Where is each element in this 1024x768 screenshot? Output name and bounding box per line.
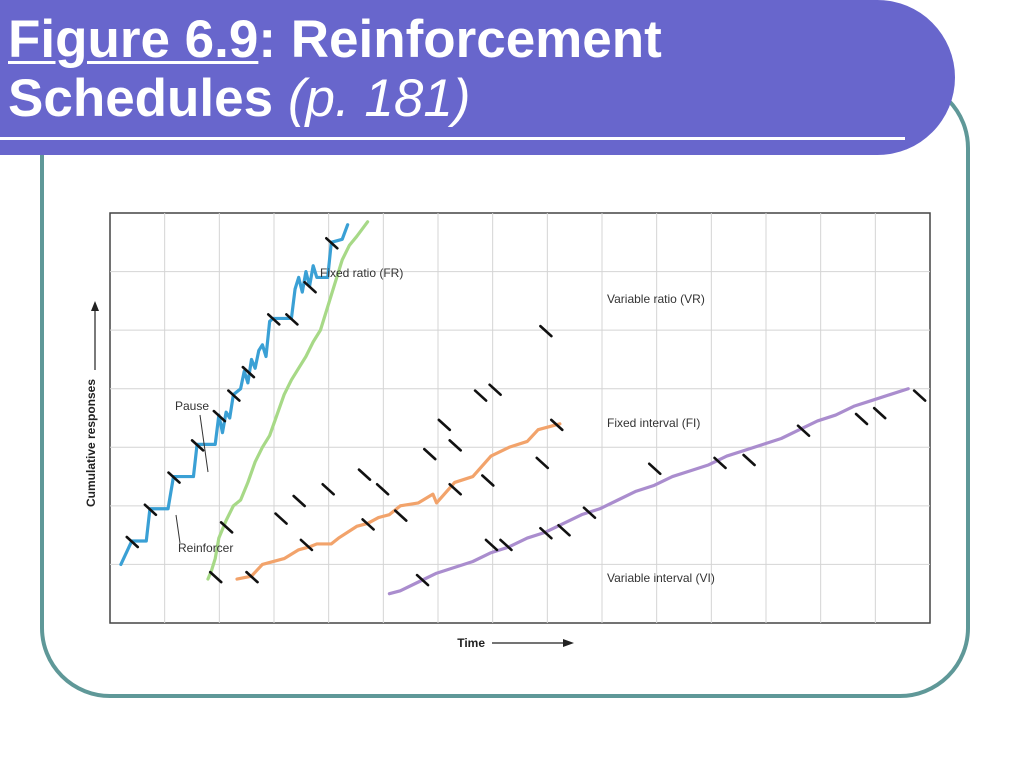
series-label-fi: Fixed interval (FI) — [607, 416, 700, 430]
reinforcer-mark — [321, 482, 335, 496]
reinforcer-mark — [375, 482, 390, 496]
reinforcer-mark — [473, 389, 488, 402]
title-figure-link[interactable]: Figure 6.9 — [8, 10, 259, 69]
annotation-reinforcer: Reinforcer — [178, 541, 233, 555]
title-rest: : Reinforcement — [258, 10, 662, 69]
y-axis-label: Cumulative responses — [84, 379, 98, 507]
reinforcer-mark — [539, 324, 553, 338]
reinforcer-mark — [535, 456, 550, 470]
series-label-fr: Fixed ratio (FR) — [320, 266, 403, 280]
reinforcer-mark — [539, 526, 553, 540]
reinforcer-mark — [647, 462, 662, 476]
reinforcer-mark — [415, 573, 430, 587]
reinforcer-mark — [796, 424, 811, 438]
reinforcer-mark — [912, 389, 927, 402]
reinforcer-mark — [557, 523, 571, 537]
title-page: p. 181 — [305, 69, 453, 128]
reinforcer-mark — [125, 535, 140, 549]
reinforcer-mark — [285, 313, 299, 326]
reinforcer-mark — [481, 474, 495, 487]
reinforcer-mark — [422, 447, 437, 461]
reinforcer-mark — [274, 512, 288, 525]
reinforcer-mark — [393, 509, 408, 522]
series-line-1 — [206, 220, 370, 581]
reinforcer-mark — [854, 412, 869, 426]
reinforcer-mark — [208, 570, 223, 584]
x-axis-label: Time — [457, 636, 485, 650]
reinforcer-mark — [303, 280, 317, 294]
reinforcer-mark — [212, 409, 227, 423]
series-layer — [119, 220, 910, 596]
series-line-3 — [387, 387, 910, 596]
reinforcer-mark — [361, 518, 375, 531]
plot-area — [109, 212, 931, 624]
reinforcer-mark — [499, 538, 513, 552]
title-bar: Figure 6.9: Reinforcement Schedules (p. … — [0, 0, 955, 155]
reinforcer-mark — [167, 471, 181, 484]
reinforcer-mark — [227, 389, 241, 402]
reinforcer-mark — [713, 456, 727, 470]
reinforcer-mark — [292, 494, 306, 508]
reinforcement-schedules-chart: Fixed ratio (FR) Variable ratio (VR) Fix… — [84, 212, 931, 650]
reinforcer-mark — [241, 365, 256, 379]
reinforcer-mark — [872, 406, 887, 420]
pause-leader-line — [199, 414, 209, 473]
title-line2: Schedules — [8, 69, 274, 128]
reinforcer-mark — [299, 538, 314, 552]
reinforcer-mark — [582, 506, 597, 520]
reinforcer-mark — [219, 521, 234, 534]
grid — [110, 213, 930, 623]
reinforcer-marks — [125, 236, 927, 587]
reinforcer-mark — [448, 482, 462, 496]
title-page-close: ) — [452, 69, 471, 128]
reinforcer-mark — [742, 453, 756, 467]
title-page-open: ( — [273, 69, 306, 128]
annotation-pause: Pause — [175, 399, 209, 413]
reinforcer-mark — [488, 383, 502, 397]
reinforcer-mark — [549, 418, 564, 432]
reinforcer-mark — [190, 439, 205, 452]
y-axis-arrow-head — [91, 301, 99, 311]
title-underline — [0, 137, 905, 140]
series-label-vr: Variable ratio (VR) — [607, 292, 705, 306]
reinforcer-mark — [437, 418, 452, 432]
reinforcer-mark — [357, 468, 372, 481]
series-line-0 — [119, 223, 350, 567]
series-label-vi: Variable interval (VI) — [607, 571, 715, 585]
reinforcer-mark — [266, 313, 281, 326]
reinforcer-mark — [448, 439, 462, 452]
series-line-2 — [235, 422, 562, 581]
reinforcer-mark — [245, 570, 259, 584]
reinforcer-leader-line — [175, 514, 181, 544]
x-axis-arrow-head — [563, 639, 574, 647]
reinforcer-mark — [143, 503, 158, 517]
reinforcer-mark — [484, 538, 499, 552]
reinforcer-mark — [325, 236, 339, 250]
slide-title: Figure 6.9: Reinforcement Schedules (p. … — [8, 10, 662, 128]
